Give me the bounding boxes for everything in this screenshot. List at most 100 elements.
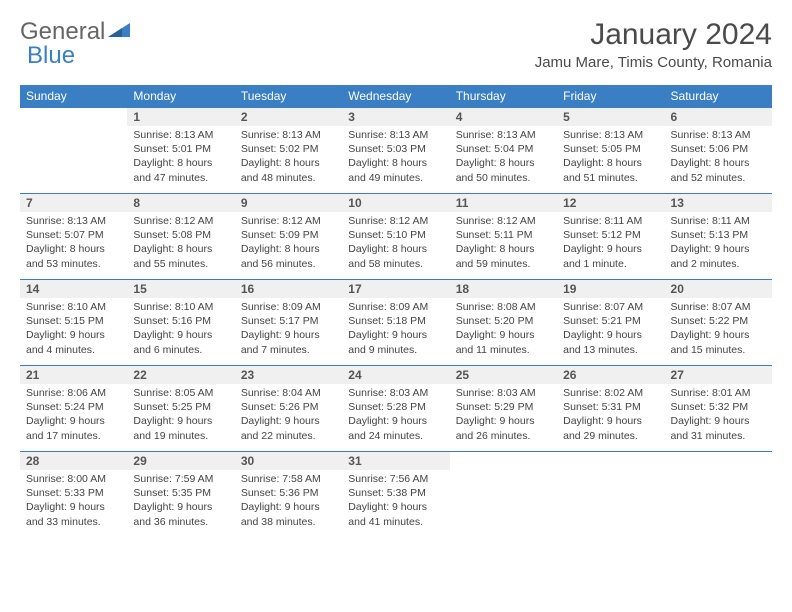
calendar-week-row: 14 Sunrise: 8:10 AMSunset: 5:15 PMDayligh… [20, 280, 772, 366]
day-number: 28 [20, 452, 127, 470]
calendar-day-cell: 5 Sunrise: 8:13 AMSunset: 5:05 PMDaylight… [557, 108, 664, 194]
day-info: Sunrise: 8:13 AMSunset: 5:06 PMDaylight:… [671, 128, 766, 185]
day-info: Sunrise: 8:12 AMSunset: 5:09 PMDaylight:… [241, 214, 336, 271]
day-info: Sunrise: 8:10 AMSunset: 5:16 PMDaylight:… [133, 300, 228, 357]
day-info: Sunrise: 8:13 AMSunset: 5:03 PMDaylight:… [348, 128, 443, 185]
day-info: Sunrise: 7:59 AMSunset: 5:35 PMDaylight:… [133, 472, 228, 529]
logo-triangle-icon [108, 23, 130, 41]
day-info: Sunrise: 8:09 AMSunset: 5:18 PMDaylight:… [348, 300, 443, 357]
day-number: 17 [342, 280, 449, 298]
day-number: 14 [20, 280, 127, 298]
weekday-header: Sunday [20, 85, 127, 108]
day-number: 26 [557, 366, 664, 384]
calendar-day-cell: 7 Sunrise: 8:13 AMSunset: 5:07 PMDaylight… [20, 194, 127, 280]
calendar-day-cell: 30 Sunrise: 7:58 AMSunset: 5:36 PMDayligh… [235, 452, 342, 538]
day-number: 30 [235, 452, 342, 470]
day-info: Sunrise: 8:13 AMSunset: 5:05 PMDaylight:… [563, 128, 658, 185]
calendar-day-cell: 28Sunrise: 8:00 AMSunset: 5:33 PMDayligh… [20, 452, 127, 538]
calendar-day-cell [450, 452, 557, 538]
calendar-day-cell: 22 Sunrise: 8:05 AMSunset: 5:25 PMDayligh… [127, 366, 234, 452]
header: General January 2024 Jamu Mare, Timis Co… [20, 18, 772, 71]
calendar-week-row: 28Sunrise: 8:00 AMSunset: 5:33 PMDayligh… [20, 452, 772, 538]
calendar-day-cell: 12 Sunrise: 8:11 AMSunset: 5:12 PMDayligh… [557, 194, 664, 280]
calendar-week-row: 1 Sunrise: 8:13 AMSunset: 5:01 PMDaylight… [20, 108, 772, 194]
weekday-header: Wednesday [342, 85, 449, 108]
calendar-day-cell: 23 Sunrise: 8:04 AMSunset: 5:26 PMDayligh… [235, 366, 342, 452]
day-number: 25 [450, 366, 557, 384]
calendar-week-row: 7 Sunrise: 8:13 AMSunset: 5:07 PMDaylight… [20, 194, 772, 280]
day-number: 7 [20, 194, 127, 212]
day-info: Sunrise: 8:12 AMSunset: 5:11 PMDaylight:… [456, 214, 551, 271]
location: Jamu Mare, Timis County, Romania [535, 54, 772, 71]
day-number: 21 [20, 366, 127, 384]
day-info: Sunrise: 8:07 AMSunset: 5:22 PMDaylight:… [671, 300, 766, 357]
calendar-day-cell: 4Sunrise: 8:13 AMSunset: 5:04 PMDaylight… [450, 108, 557, 194]
calendar-week-row: 21 Sunrise: 8:06 AMSunset: 5:24 PMDayligh… [20, 366, 772, 452]
calendar-day-cell: 17 Sunrise: 8:09 AMSunset: 5:18 PMDayligh… [342, 280, 449, 366]
day-number: 1 [127, 108, 234, 126]
day-number: 9 [235, 194, 342, 212]
calendar-day-cell: 11 Sunrise: 8:12 AMSunset: 5:11 PMDayligh… [450, 194, 557, 280]
day-number: 12 [557, 194, 664, 212]
calendar-body: 1 Sunrise: 8:13 AMSunset: 5:01 PMDaylight… [20, 108, 772, 538]
day-number: 13 [665, 194, 772, 212]
calendar-day-cell: 20Sunrise: 8:07 AMSunset: 5:22 PMDayligh… [665, 280, 772, 366]
day-info: Sunrise: 8:05 AMSunset: 5:25 PMDaylight:… [133, 386, 228, 443]
weekday-header: Saturday [665, 85, 772, 108]
day-info: Sunrise: 8:13 AMSunset: 5:07 PMDaylight:… [26, 214, 121, 271]
day-number: 19 [557, 280, 664, 298]
calendar-day-cell: 6 Sunrise: 8:13 AMSunset: 5:06 PMDaylight… [665, 108, 772, 194]
day-number: 15 [127, 280, 234, 298]
logo-text-blue: Blue [27, 42, 75, 70]
day-info: Sunrise: 8:11 AMSunset: 5:12 PMDaylight:… [563, 214, 658, 271]
day-number: 11 [450, 194, 557, 212]
day-info: Sunrise: 7:56 AMSunset: 5:38 PMDaylight:… [348, 472, 443, 529]
day-number: 29 [127, 452, 234, 470]
weekday-header: Monday [127, 85, 234, 108]
day-number: 18 [450, 280, 557, 298]
calendar-day-cell [557, 452, 664, 538]
day-info: Sunrise: 8:02 AMSunset: 5:31 PMDaylight:… [563, 386, 658, 443]
calendar-day-cell: 27Sunrise: 8:01 AMSunset: 5:32 PMDayligh… [665, 366, 772, 452]
day-info: Sunrise: 8:12 AMSunset: 5:10 PMDaylight:… [348, 214, 443, 271]
calendar-day-cell: 25 Sunrise: 8:03 AMSunset: 5:29 PMDayligh… [450, 366, 557, 452]
day-info: Sunrise: 7:58 AMSunset: 5:36 PMDaylight:… [241, 472, 336, 529]
day-info: Sunrise: 8:09 AMSunset: 5:17 PMDaylight:… [241, 300, 336, 357]
weekday-header-row: SundayMondayTuesdayWednesdayThursdayFrid… [20, 85, 772, 108]
day-info: Sunrise: 8:10 AMSunset: 5:15 PMDaylight:… [26, 300, 121, 357]
day-info: Sunrise: 8:07 AMSunset: 5:21 PMDaylight:… [563, 300, 658, 357]
day-info: Sunrise: 8:01 AMSunset: 5:32 PMDaylight:… [671, 386, 766, 443]
calendar-day-cell: 14 Sunrise: 8:10 AMSunset: 5:15 PMDayligh… [20, 280, 127, 366]
day-number: 22 [127, 366, 234, 384]
day-info: Sunrise: 8:03 AMSunset: 5:29 PMDaylight:… [456, 386, 551, 443]
day-info: Sunrise: 8:12 AMSunset: 5:08 PMDaylight:… [133, 214, 228, 271]
day-number: 23 [235, 366, 342, 384]
calendar-day-cell [20, 108, 127, 194]
day-info: Sunrise: 8:03 AMSunset: 5:28 PMDaylight:… [348, 386, 443, 443]
day-number: 2 [235, 108, 342, 126]
weekday-header: Thursday [450, 85, 557, 108]
day-info: Sunrise: 8:04 AMSunset: 5:26 PMDaylight:… [241, 386, 336, 443]
calendar-table: SundayMondayTuesdayWednesdayThursdayFrid… [20, 85, 772, 538]
day-info: Sunrise: 8:13 AMSunset: 5:02 PMDaylight:… [241, 128, 336, 185]
calendar-day-cell [665, 452, 772, 538]
day-number: 5 [557, 108, 664, 126]
calendar-day-cell: 15 Sunrise: 8:10 AMSunset: 5:16 PMDayligh… [127, 280, 234, 366]
day-number: 6 [665, 108, 772, 126]
calendar-day-cell: 2 Sunrise: 8:13 AMSunset: 5:02 PMDaylight… [235, 108, 342, 194]
calendar-day-cell: 24 Sunrise: 8:03 AMSunset: 5:28 PMDayligh… [342, 366, 449, 452]
day-info: Sunrise: 8:13 AMSunset: 5:01 PMDaylight:… [133, 128, 228, 185]
day-number: 16 [235, 280, 342, 298]
calendar-day-cell: 9 Sunrise: 8:12 AMSunset: 5:09 PMDaylight… [235, 194, 342, 280]
calendar-day-cell: 29 Sunrise: 7:59 AMSunset: 5:35 PMDayligh… [127, 452, 234, 538]
day-number: 24 [342, 366, 449, 384]
logo-line2: Blue [27, 42, 75, 70]
day-info: Sunrise: 8:06 AMSunset: 5:24 PMDaylight:… [26, 386, 121, 443]
weekday-header: Tuesday [235, 85, 342, 108]
calendar-day-cell: 26 Sunrise: 8:02 AMSunset: 5:31 PMDayligh… [557, 366, 664, 452]
weekday-header: Friday [557, 85, 664, 108]
title-block: January 2024 Jamu Mare, Timis County, Ro… [535, 18, 772, 71]
calendar-day-cell: 3Sunrise: 8:13 AMSunset: 5:03 PMDaylight… [342, 108, 449, 194]
day-number: 4 [450, 108, 557, 126]
calendar-day-cell: 19 Sunrise: 8:07 AMSunset: 5:21 PMDayligh… [557, 280, 664, 366]
